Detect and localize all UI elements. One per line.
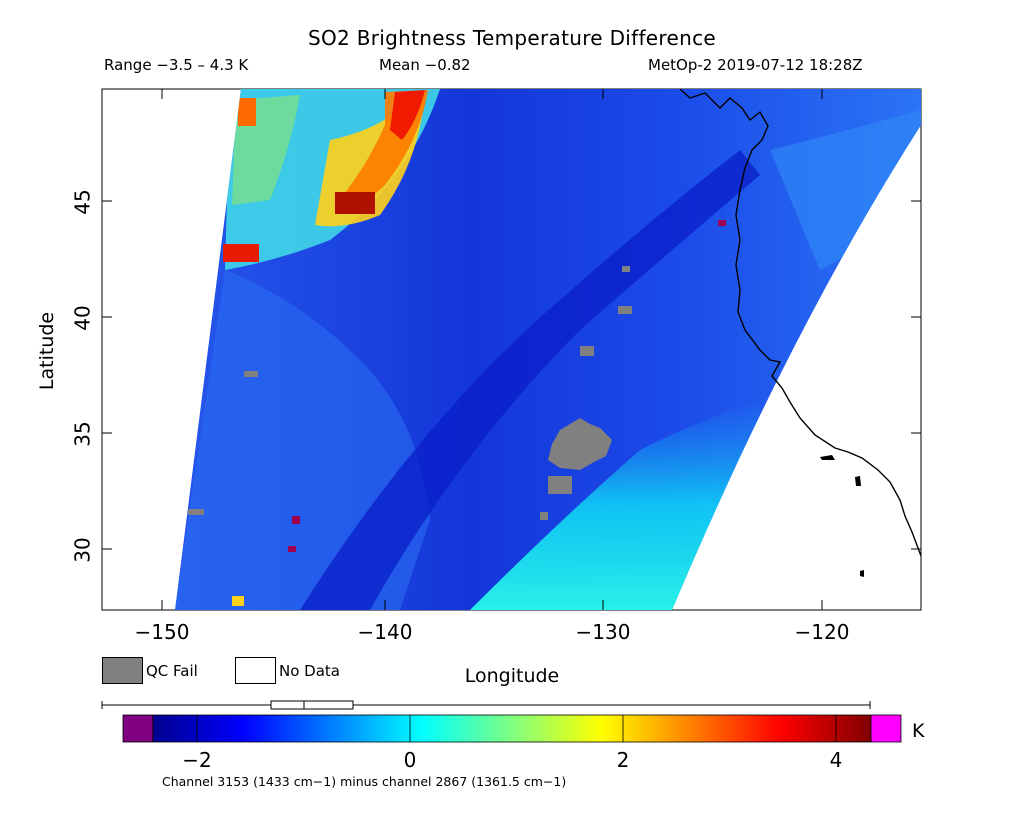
colorbar-tick-label: −2 <box>182 748 212 772</box>
colorbar-tick-label: 0 <box>403 748 417 772</box>
colorbar-tick-label: 2 <box>616 748 630 772</box>
colorbar-unit: K <box>912 720 925 742</box>
island <box>860 570 864 577</box>
y-tick-label: 35 <box>70 421 95 447</box>
no-data-swatch <box>235 657 276 684</box>
coastline <box>679 88 922 557</box>
no-data-label: No Data <box>279 662 340 680</box>
x-tick-label: −140 <box>357 620 413 644</box>
x-tick-label: −150 <box>134 620 190 644</box>
plume-dark-red <box>335 192 375 214</box>
x-axis-label: Longitude <box>464 665 560 687</box>
y-tick-label: 45 <box>70 189 95 215</box>
qc-fail-patch <box>244 371 258 377</box>
plume-red-2 <box>223 244 259 262</box>
dark-trough <box>300 150 760 610</box>
colorbar-gradient <box>152 714 872 743</box>
island <box>820 455 835 460</box>
satellite-time-text: MetOp-2 2019-07-12 18:28Z <box>648 56 863 74</box>
qc-fail-patch <box>188 509 204 515</box>
plume-orange-2 <box>238 98 256 126</box>
east-strip <box>770 110 921 270</box>
range-text: Range −3.5 – 4.3 K <box>104 56 249 74</box>
axis-ticks <box>102 89 921 610</box>
pixel-anomaly <box>288 546 296 552</box>
qc-fail-patch <box>622 266 630 272</box>
qc-fail-patch <box>618 306 632 314</box>
y-tick-label: 40 <box>70 305 95 331</box>
pixel-anomaly <box>292 516 300 524</box>
south-cyan <box>470 400 760 610</box>
pixel-anomaly <box>232 596 244 606</box>
channel-footnote: Channel 3153 (1433 cm−1) minus channel 2… <box>162 774 567 789</box>
y-axis-label: Latitude <box>36 311 59 391</box>
colorbar-underflow <box>122 714 154 743</box>
swath <box>175 89 921 610</box>
x-tick-label: −120 <box>794 620 850 644</box>
qc-fail-patch <box>548 476 572 494</box>
y-tick-label: 30 <box>70 537 95 563</box>
island <box>855 476 861 486</box>
box-plot-box <box>270 700 354 710</box>
x-tick-label: −130 <box>575 620 631 644</box>
mean-text: Mean −0.82 <box>379 56 471 74</box>
plume-red <box>390 90 425 140</box>
colorbar-ticks <box>196 715 837 742</box>
pixel-anomaly <box>718 220 726 226</box>
qc-fail-patch <box>540 512 548 520</box>
qc-fail-swatch <box>102 657 143 684</box>
qc-fail-patch <box>580 346 594 356</box>
chart-title: SO2 Brightness Temperature Difference <box>308 26 716 50</box>
qc-fail-label: QC Fail <box>146 662 198 680</box>
colorbar-tick-label: 4 <box>829 748 843 772</box>
colorbar-overflow <box>870 714 902 743</box>
qc-fail-patch <box>548 418 612 470</box>
